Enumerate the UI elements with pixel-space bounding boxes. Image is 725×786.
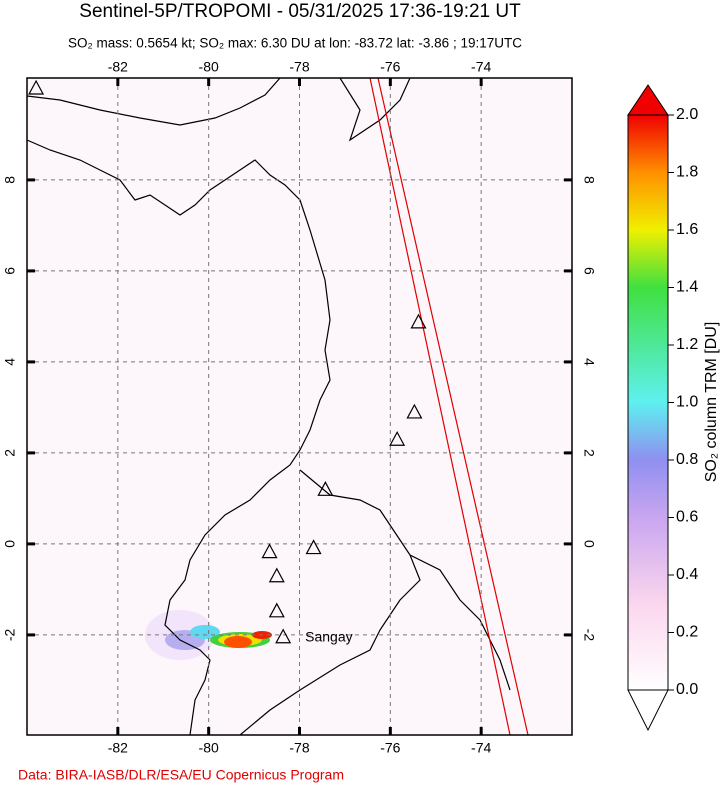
x-tick-label: -74 — [471, 740, 491, 756]
x-tick-label: -80 — [199, 740, 219, 756]
borders — [239, 469, 511, 735]
y-tick-label: -2 — [2, 628, 18, 641]
colorbar-tick-label: 0.2 — [676, 624, 698, 641]
volcano-marker — [275, 628, 292, 644]
y-tick-label: 6 — [2, 267, 18, 275]
colorbar-min-arrow — [627, 689, 669, 732]
volcano-marker — [305, 539, 322, 555]
y-tick-label: 4 — [2, 358, 18, 366]
x-tick-label: -76 — [380, 59, 400, 75]
colorbar-tick-label: 0.0 — [676, 681, 698, 698]
swath-edges — [369, 78, 529, 735]
y-tick-label: 2 — [581, 449, 597, 457]
y-tick-label: -2 — [581, 629, 597, 642]
x-tick-label: -74 — [471, 59, 491, 75]
y-tick-label: 0 — [2, 540, 18, 548]
x-tick-label: -82 — [108, 740, 128, 756]
colorbar-label: SO₂ column TRM [DU] — [703, 322, 720, 483]
volcano-marker — [410, 313, 427, 329]
colorbar-tick-label: 0.4 — [676, 566, 698, 583]
volcano-marker — [389, 430, 406, 446]
y-tick-label: 8 — [581, 176, 597, 184]
colorbar-tick-label: 1.2 — [676, 336, 698, 353]
title: Sentinel-5P/TROPOMI - 05/31/2025 17:36-1… — [79, 1, 521, 22]
colorbar-tick-label: 1.0 — [676, 394, 698, 411]
y-tick-label: 8 — [2, 176, 18, 184]
colorbar-tick-label: 1.4 — [676, 279, 698, 296]
x-tick-label: -82 — [108, 59, 128, 75]
y-tick-label: 6 — [581, 267, 597, 275]
x-tick-label: -80 — [199, 59, 219, 75]
volcano-label: Sangay — [305, 628, 352, 644]
y-tick-label: 4 — [581, 358, 597, 366]
volcano-marker — [28, 79, 45, 95]
volcano-marker — [261, 543, 278, 559]
credit: Data: BIRA-IASB/DLR/ESA/EU Copernicus Pr… — [18, 767, 344, 783]
colorbar-tick-label: 1.6 — [676, 221, 698, 238]
colorbar-tick-label: 1.8 — [676, 164, 698, 181]
x-tick-label: -78 — [289, 740, 309, 756]
colorbar-max-arrow — [627, 84, 669, 116]
colorbar-tick-label: 0.6 — [676, 509, 698, 526]
colorbar — [627, 114, 669, 691]
subtitle: SO₂ mass: 0.5654 kt; SO₂ max: 6.30 DU at… — [68, 36, 522, 51]
volcano-marker — [268, 602, 285, 618]
x-tick-label: -78 — [289, 59, 309, 75]
map-layers — [27, 78, 572, 735]
colorbar-tick-label: 2.0 — [676, 106, 698, 123]
volcano-marker — [268, 567, 285, 583]
coastlines — [27, 78, 411, 735]
volcano-marker — [317, 481, 334, 496]
volcano-marker — [406, 403, 423, 419]
y-tick-label: 0 — [581, 540, 597, 548]
colorbar-tick-label: 0.8 — [676, 451, 698, 468]
x-tick-label: -76 — [380, 740, 400, 756]
y-tick-label: 2 — [2, 449, 18, 457]
